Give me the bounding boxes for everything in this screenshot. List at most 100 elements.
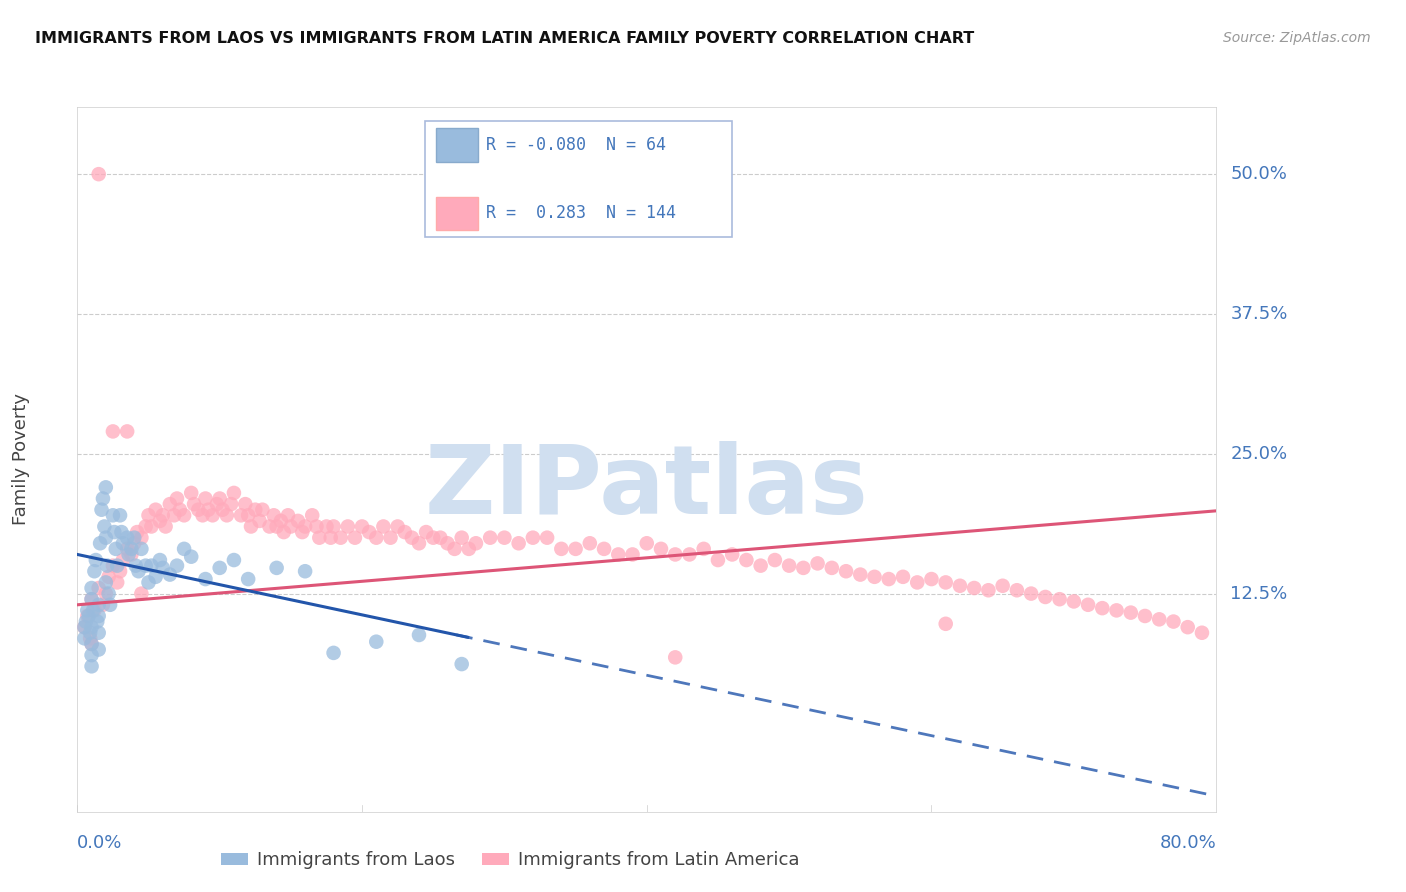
Point	[693, 541, 716, 556]
Point	[94, 480, 117, 494]
Point	[579, 536, 602, 550]
Point	[266, 561, 288, 575]
Point	[277, 508, 299, 523]
Point	[169, 502, 191, 516]
Point	[87, 642, 110, 657]
Point	[749, 558, 772, 573]
Point	[149, 553, 172, 567]
Point	[131, 586, 153, 600]
Point	[105, 575, 128, 590]
Point	[103, 525, 125, 540]
Point	[294, 519, 316, 533]
Point	[991, 579, 1014, 593]
Point	[87, 167, 110, 181]
Point	[408, 628, 430, 642]
Point	[105, 558, 128, 573]
Point	[187, 502, 209, 516]
Point	[108, 508, 131, 523]
Point	[308, 531, 330, 545]
Point	[650, 541, 672, 556]
Point	[415, 525, 437, 540]
Point	[183, 497, 205, 511]
Point	[935, 616, 957, 631]
Point	[1105, 603, 1128, 617]
Point	[87, 581, 110, 595]
Point	[180, 486, 202, 500]
Point	[408, 536, 430, 550]
Point	[1049, 592, 1071, 607]
Point	[82, 603, 104, 617]
Point	[280, 519, 302, 533]
Point	[436, 536, 458, 550]
Point	[94, 575, 117, 590]
Point	[131, 531, 153, 545]
Point	[450, 531, 472, 545]
Point	[83, 603, 105, 617]
Point	[120, 541, 142, 556]
Point	[422, 531, 444, 545]
Point	[83, 564, 105, 578]
Point	[564, 541, 586, 556]
Text: R = -0.080  N = 64: R = -0.080 N = 64	[485, 136, 665, 154]
Point	[359, 525, 381, 540]
Point	[163, 508, 186, 523]
Point	[124, 531, 146, 545]
Point	[593, 541, 616, 556]
Point	[707, 553, 730, 567]
FancyBboxPatch shape	[425, 121, 733, 237]
Point	[1091, 601, 1114, 615]
Point	[291, 525, 314, 540]
Point	[343, 531, 366, 545]
Point	[94, 586, 117, 600]
Point	[141, 558, 163, 573]
Point	[373, 519, 395, 533]
Point	[104, 541, 127, 556]
Point	[89, 536, 111, 550]
Text: 25.0%: 25.0%	[1230, 445, 1288, 463]
Point	[607, 548, 630, 562]
Point	[208, 561, 231, 575]
Point	[263, 508, 285, 523]
Point	[352, 519, 374, 533]
Point	[508, 536, 530, 550]
Point	[245, 502, 267, 516]
Point	[97, 570, 120, 584]
Point	[1177, 620, 1199, 634]
Point	[522, 531, 544, 545]
Point	[159, 567, 181, 582]
Text: 12.5%: 12.5%	[1230, 584, 1288, 603]
Point	[141, 519, 163, 533]
Point	[329, 531, 352, 545]
Point	[155, 519, 177, 533]
Point	[1019, 586, 1042, 600]
Point	[80, 581, 103, 595]
Point	[621, 548, 644, 562]
Point	[429, 531, 451, 545]
Point	[287, 514, 309, 528]
Point	[205, 497, 228, 511]
Point	[80, 592, 103, 607]
Point	[877, 572, 900, 586]
Point	[229, 508, 252, 523]
FancyBboxPatch shape	[436, 128, 478, 162]
Point	[115, 541, 138, 556]
Point	[319, 531, 342, 545]
Point	[240, 519, 263, 533]
Point	[211, 502, 233, 516]
Point	[305, 519, 328, 533]
Point	[135, 519, 157, 533]
Point	[322, 646, 344, 660]
Point	[125, 558, 148, 573]
Point	[401, 531, 423, 545]
Point	[79, 632, 101, 646]
Text: IMMIGRANTS FROM LAOS VS IMMIGRANTS FROM LATIN AMERICA FAMILY POVERTY CORRELATION: IMMIGRANTS FROM LAOS VS IMMIGRANTS FROM …	[35, 31, 974, 46]
Point	[117, 548, 139, 562]
Point	[301, 508, 323, 523]
Point	[664, 548, 686, 562]
Point	[91, 491, 114, 506]
Point	[101, 425, 124, 439]
Point	[115, 531, 138, 545]
Point	[721, 548, 744, 562]
Point	[935, 575, 957, 590]
Point	[108, 564, 131, 578]
